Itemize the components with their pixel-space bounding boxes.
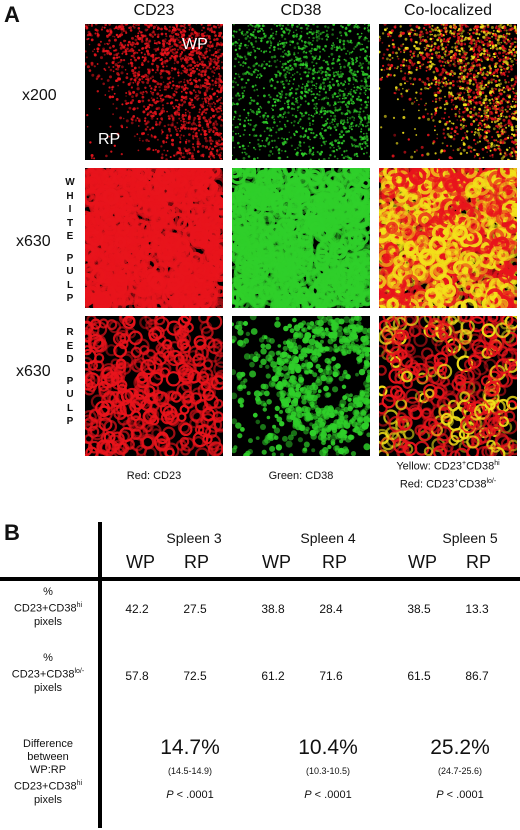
panel-b-letter: B bbox=[4, 520, 20, 545]
side-label-letter: P bbox=[66, 293, 74, 304]
micrograph-texture bbox=[379, 316, 517, 456]
spleen-4-lo-rp: 71.6 bbox=[319, 669, 343, 683]
spleen-4-hi-rp: 28.4 bbox=[319, 602, 343, 616]
spleen-5-hi-rp: 13.3 bbox=[465, 602, 489, 616]
spleen-4-header: Spleen 4 bbox=[300, 530, 356, 546]
caption-colocalized-red: Red: CD23+CD38lo/- bbox=[399, 478, 497, 491]
micrograph-white-pulp-cd38 bbox=[232, 168, 370, 308]
spleen-5-hi-wp: 38.5 bbox=[407, 602, 431, 616]
spleen-3-range: (14.5-14.9) bbox=[167, 766, 213, 776]
row-magnification-1: x200 bbox=[22, 87, 57, 104]
micrograph-x200-colocalized bbox=[379, 24, 517, 160]
side-label-letter: P bbox=[66, 375, 74, 387]
region-label-rp: RP bbox=[98, 131, 121, 148]
micrograph-x200-cd23 bbox=[85, 24, 223, 160]
spleen-4-hi-wp: 38.8 bbox=[261, 602, 285, 616]
side-label-letter: W bbox=[65, 177, 75, 188]
row-label-difference: Difference between WP:RP CD23+CD38hi pix… bbox=[13, 738, 83, 806]
spleen-4-lo-wp: 61.2 bbox=[261, 669, 285, 683]
spleen-4-rp-header: RP bbox=[322, 552, 348, 572]
spleen-5-range: (24.7-25.6) bbox=[437, 766, 483, 776]
side-label-letter: H bbox=[66, 190, 74, 202]
spleen-3-hi-rp: 27.5 bbox=[183, 602, 207, 616]
micrograph-white-pulp-colocalized bbox=[379, 168, 517, 308]
micrograph-white-pulp-cd23 bbox=[85, 168, 223, 308]
spleen-4-wp-header: WP bbox=[262, 552, 291, 572]
micrograph-red-pulp-cd38 bbox=[232, 316, 370, 456]
micrograph-texture bbox=[232, 316, 370, 456]
spleen-3-difference: 14.7% bbox=[160, 736, 220, 759]
caption-cd23: Red: CD23 bbox=[126, 470, 182, 482]
row-label-lo-pixels: % CD23+CD38lo/- pixels bbox=[11, 652, 85, 694]
side-label-letter: R bbox=[66, 327, 74, 338]
side-label-letter: P bbox=[66, 416, 74, 427]
micrograph-red-pulp-colocalized bbox=[379, 316, 517, 456]
spleen-4-p-value: P < .0001 bbox=[304, 789, 352, 801]
row-magnification-2: x630 bbox=[16, 233, 51, 250]
micrograph-texture bbox=[85, 316, 223, 456]
spleen-3-rp-header: RP bbox=[184, 552, 210, 572]
micrograph-x200-cd38 bbox=[232, 24, 370, 160]
spleen-5-rp-header: RP bbox=[466, 552, 492, 572]
micrograph-texture bbox=[379, 168, 517, 308]
side-label-letter: D bbox=[66, 354, 74, 365]
side-label-letter: T bbox=[66, 217, 74, 229]
spleen-3-hi-wp: 42.2 bbox=[125, 602, 149, 616]
row-magnification-3: x630 bbox=[16, 363, 51, 380]
spleen-3-wp-header: WP bbox=[126, 552, 155, 572]
region-label-wp: WP bbox=[182, 36, 208, 53]
table-horizontal-rule bbox=[0, 577, 520, 581]
side-label-letter: E bbox=[66, 340, 74, 352]
spleen-5-wp-header: WP bbox=[408, 552, 437, 572]
spleen-5-header: Spleen 5 bbox=[442, 530, 498, 546]
spleen-5-lo-wp: 61.5 bbox=[407, 669, 431, 683]
column-header-colocalized: Co-localized bbox=[403, 2, 493, 19]
micrograph-texture bbox=[85, 24, 223, 160]
spleen-5-lo-rp: 86.7 bbox=[465, 669, 489, 683]
micrograph-texture bbox=[85, 168, 223, 308]
spleen-4-difference: 10.4% bbox=[298, 736, 358, 759]
side-label-letter: L bbox=[66, 279, 74, 291]
column-header-cd23: CD23 bbox=[133, 2, 175, 19]
side-label-letter: U bbox=[66, 389, 74, 400]
micrograph-red-pulp-cd23 bbox=[85, 316, 223, 456]
spleen-4-range: (10.3-10.5) bbox=[305, 766, 351, 776]
spleen-5-p-value: P < .0001 bbox=[436, 789, 484, 801]
caption-colocalized-yellow: Yellow: CD23+CD38hi bbox=[396, 460, 500, 473]
side-label-letter: L bbox=[66, 402, 74, 414]
spleen-3-header: Spleen 3 bbox=[166, 530, 222, 546]
micrograph-texture bbox=[232, 168, 370, 308]
panel-a-letter: A bbox=[4, 2, 20, 27]
micrograph-texture bbox=[232, 24, 370, 160]
table-vertical-rule bbox=[98, 522, 102, 828]
side-label-letter: U bbox=[66, 266, 74, 277]
side-label-letter: P bbox=[66, 252, 74, 264]
spleen-5-difference: 25.2% bbox=[430, 736, 490, 759]
micrograph-texture bbox=[379, 24, 517, 160]
side-label-letter: E bbox=[66, 231, 74, 242]
column-header-cd38: CD38 bbox=[280, 2, 322, 19]
caption-cd38: Green: CD38 bbox=[268, 470, 334, 482]
spleen-3-lo-wp: 57.8 bbox=[125, 669, 149, 683]
side-label-letter: I bbox=[68, 204, 72, 215]
row-label-hi-pixels: % CD23+CD38hi pixels bbox=[13, 586, 83, 628]
spleen-3-lo-rp: 72.5 bbox=[183, 669, 207, 683]
spleen-3-p-value: P < .0001 bbox=[166, 789, 214, 801]
